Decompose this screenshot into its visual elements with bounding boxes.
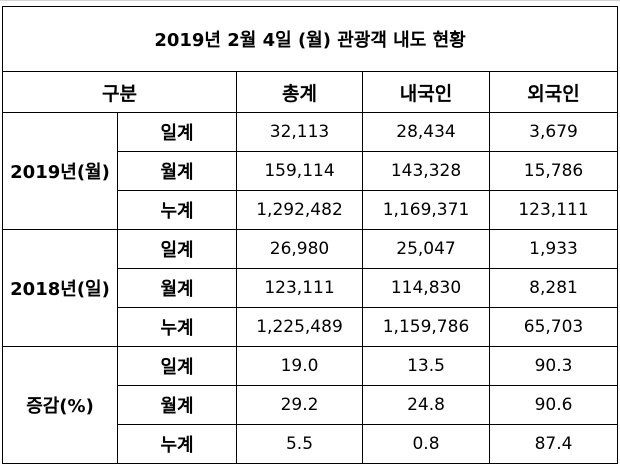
column-header: 내국인 xyxy=(362,71,490,113)
cell: 13.5 xyxy=(362,346,490,386)
row-label: 일계 xyxy=(117,112,237,152)
cell: 159,114 xyxy=(236,151,363,191)
data-row: 누계 1,225,489 1,159,786 65,703 xyxy=(3,307,619,347)
column-header: 구분 xyxy=(2,71,237,113)
cell: 123,111 xyxy=(488,190,619,230)
cell: 8,281 xyxy=(488,268,619,308)
cell: 28,434 xyxy=(362,112,490,152)
cell: 1,292,482 xyxy=(236,190,363,230)
group-label: 2019년(월) xyxy=(2,112,118,230)
data-row: 누계 5.5 0.8 87.4 xyxy=(3,424,619,464)
cell: 0.8 xyxy=(362,424,490,464)
row-label: 일계 xyxy=(117,229,237,269)
cell: 114,830 xyxy=(362,268,490,308)
cell: 123,111 xyxy=(236,268,363,308)
cell: 19.0 xyxy=(236,346,363,386)
table-title: 2019년 2월 4일 (월) 관광객 내도 현황 xyxy=(1,6,619,72)
data-row: 2019년(월) 일계 32,113 28,434 3,679 xyxy=(2,112,619,230)
cell: 15,786 xyxy=(488,151,619,191)
cell: 24.8 xyxy=(362,385,490,425)
table-body: 2019년 2월 4일 (월) 관광객 내도 현황 구분 총계 내국인 외국인 2019… xyxy=(1,6,619,464)
data-row: 누계 1,292,482 1,169,371 123,111 xyxy=(3,190,619,230)
cell: 3,679 xyxy=(488,112,619,152)
group-label: 증감(%) xyxy=(2,346,118,464)
row-label: 일계 xyxy=(117,346,237,386)
data-row: 월계 123,111 114,830 8,281 xyxy=(3,268,619,308)
cell: 29.2 xyxy=(236,385,363,425)
cell: 1,169,371 xyxy=(362,190,490,230)
cell: 1,159,786 xyxy=(362,307,490,347)
cell: 26,980 xyxy=(236,229,363,269)
data-row: 월계 29.2 24.8 90.6 xyxy=(3,385,619,425)
title-row: 2019년 2월 4일 (월) 관광객 내도 현황 xyxy=(1,6,619,72)
data-row: 증감(%) 일계 19.0 13.5 90.3 xyxy=(2,346,619,464)
cell: 32,113 xyxy=(236,112,363,152)
row-label: 누계 xyxy=(117,190,237,230)
row-label: 누계 xyxy=(117,424,237,464)
cell: 5.5 xyxy=(236,424,363,464)
stats-table: 2019년 2월 4일 (월) 관광객 내도 현황 구분 총계 내국인 외국인 2019… xyxy=(1,6,619,464)
column-header: 총계 xyxy=(236,71,363,113)
header-row: 구분 총계 내국인 외국인 xyxy=(2,71,619,113)
row-label: 월계 xyxy=(117,151,237,191)
row-label: 월계 xyxy=(117,268,237,308)
group-label: 2018년(일) xyxy=(2,229,118,347)
data-row: 2018년(일) 일계 26,980 25,047 1,933 xyxy=(2,229,619,347)
data-row: 월계 159,114 143,328 15,786 xyxy=(3,151,619,191)
cell: 25,047 xyxy=(362,229,490,269)
cell: 90.6 xyxy=(488,385,619,425)
cell: 90.3 xyxy=(488,346,619,386)
cell: 1,225,489 xyxy=(236,307,363,347)
cell: 1,933 xyxy=(488,229,619,269)
row-label: 누계 xyxy=(117,307,237,347)
cell: 143,328 xyxy=(362,151,490,191)
cell: 65,703 xyxy=(488,307,619,347)
column-header: 외국인 xyxy=(488,71,619,113)
row-label: 월계 xyxy=(117,385,237,425)
cell: 87.4 xyxy=(488,424,619,464)
